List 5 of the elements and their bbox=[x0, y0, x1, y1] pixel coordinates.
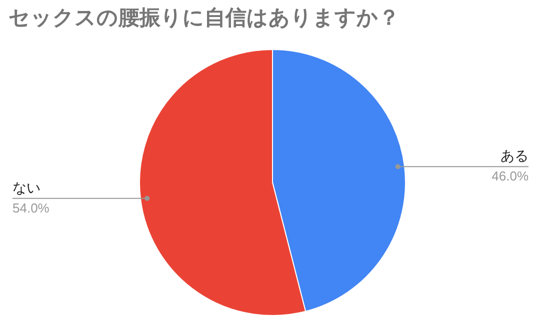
data-label: 46.0% bbox=[492, 168, 529, 184]
chart-title: セックスの腰振りに自信はありますか？ bbox=[8, 6, 400, 30]
slice-label: ある bbox=[500, 148, 528, 164]
slice-label: ない bbox=[12, 179, 40, 196]
data-label: 54.0% bbox=[12, 200, 50, 216]
